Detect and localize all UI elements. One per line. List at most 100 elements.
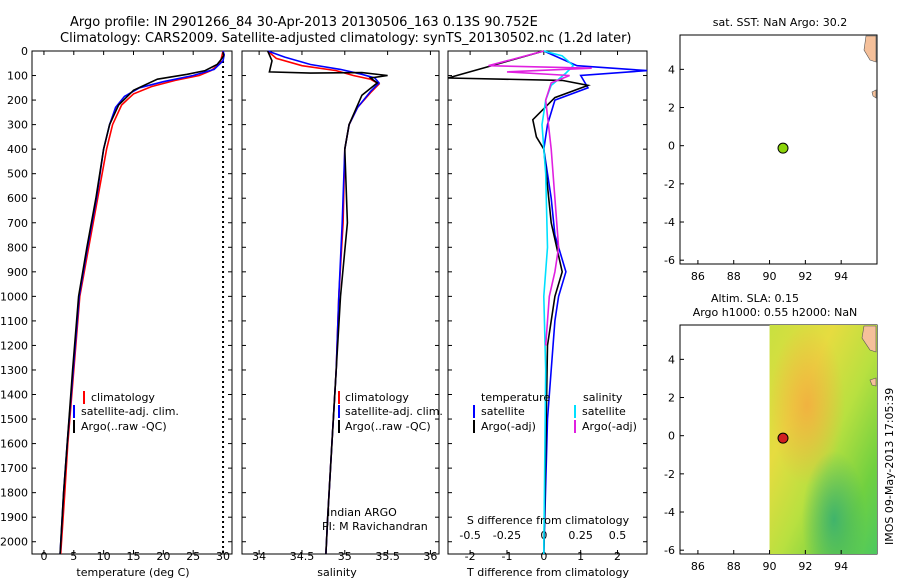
annotation-program: Indian ARGO — [327, 506, 397, 519]
legend-temperature-title: temperature — [481, 391, 550, 404]
depth-tick-label: 1600 — [0, 438, 28, 451]
sla-map-title1: Altim. SLA: 0.15 — [711, 292, 799, 305]
depth-tick-label: 100 — [7, 70, 28, 83]
header-line2: Climatology: CARS2009. Satellite-adjuste… — [60, 31, 632, 46]
sla-map-land-small — [869, 377, 877, 387]
map-lat-label: -6 — [664, 254, 675, 267]
series-line-argo-raw-qc — [59, 52, 225, 555]
temperature-tick-label: 10 — [97, 550, 111, 563]
sla-map-ticks: 86 88 90 92 94 -6 -4 -2 0 2 4 — [664, 353, 848, 573]
difference-tick-label: 2 — [614, 550, 621, 563]
map-lon-label: 86 — [691, 270, 705, 283]
map-lon-label: 88 — [727, 270, 741, 283]
map-lat-label: -4 — [664, 506, 675, 519]
depth-tick-label: 1000 — [0, 290, 28, 303]
sla-map-land — [861, 325, 877, 353]
map-lat-label: -2 — [664, 178, 675, 191]
series-line-s-argo-adj — [488, 50, 592, 346]
temperature-tick-label: 30 — [216, 550, 230, 563]
map-lat-label: 4 — [668, 63, 675, 76]
map-lon-label: 94 — [834, 560, 848, 573]
sla-map-argo-point — [777, 432, 789, 444]
depth-tick-label: 300 — [7, 119, 28, 132]
sst-map-title: sat. SST: NaN Argo: 30.2 — [713, 16, 847, 29]
legend-satellite-label: satellite-adj. clim. — [81, 405, 179, 418]
temperature-panel-frame — [31, 50, 233, 555]
map-lat-label: -4 — [664, 216, 675, 229]
temperature-series — [59, 50, 226, 555]
sst-map-argo-point — [777, 142, 789, 154]
map-lat-label: -2 — [664, 468, 675, 481]
depth-tick-label: 900 — [7, 266, 28, 279]
depth-axis-ticks: 0 100 200 300 400 500 600 700 800 900 1000 1100 1200… — [0, 45, 232, 549]
series-line-climatology — [267, 50, 381, 555]
map-lon-label: 92 — [798, 560, 812, 573]
depth-tick-label: 1900 — [0, 511, 28, 524]
legend-salinity-title: salinity — [583, 391, 623, 404]
legend-climatology-label: climatology — [345, 391, 409, 404]
sst-map-land — [863, 35, 877, 63]
map-lon-label: 90 — [763, 270, 777, 283]
series-line-s-satellite — [541, 50, 575, 555]
series-line-climatology — [59, 50, 224, 555]
legend-argo-label: Argo(..raw -QC) — [345, 420, 431, 433]
legend-s-argo-label: Argo(-adj) — [582, 420, 637, 433]
difference-xlabel: T difference from climatology — [466, 566, 629, 579]
salinity-depth-ticks — [242, 50, 439, 543]
depth-tick-label: 1200 — [0, 339, 28, 352]
difference-tick-label: 1 — [577, 550, 584, 563]
depth-tick-label: 1400 — [0, 389, 28, 402]
temperature-legend: climatology satellite-adj. clim. Argo(..… — [73, 391, 179, 433]
map-lat-label: 0 — [668, 140, 675, 153]
series-line-satellite-adj-clim — [59, 50, 226, 555]
map-lat-label: 2 — [668, 102, 675, 115]
footer-stamp: IMOS 09-May-2013 17:05:39 — [883, 388, 896, 545]
temperature-tick-label: 20 — [156, 550, 170, 563]
difference-depth-ticks — [448, 50, 647, 543]
salinity-difference-tick-label: -0.25 — [493, 529, 521, 542]
difference-series — [447, 50, 648, 555]
header-line1: Argo profile: IN 2901266_84 30-Apr-2013 … — [70, 15, 538, 30]
legend-argo-label: Argo(..raw -QC) — [81, 420, 167, 433]
temperature-tick-label: 0 — [40, 550, 47, 563]
salinity-axis-ticks: 34 34.5 35 35.5 36 — [252, 51, 437, 563]
depth-tick-label: 700 — [7, 217, 28, 230]
map-lon-label: 90 — [763, 560, 777, 573]
salinity-tick-label: 36 — [423, 550, 437, 563]
depth-tick-label: 2000 — [0, 536, 28, 549]
map-lon-label: 86 — [691, 560, 705, 573]
difference-tick-label: -2 — [465, 550, 476, 563]
salinity-tick-label: 34.5 — [290, 550, 315, 563]
depth-tick-label: 1300 — [0, 364, 28, 377]
difference-panel-frame — [447, 50, 648, 555]
legend-satellite-label: satellite-adj. clim. — [345, 405, 443, 418]
depth-tick-label: 0 — [21, 45, 28, 58]
series-line-t-satellite — [542, 50, 648, 555]
difference-tick-label: 0 — [540, 550, 547, 563]
difference-axis-ticks: -2 -1 0 1 2-0.5 -0.25 0 0.25 0.5 — [459, 51, 626, 563]
temperature-tick-label: 5 — [70, 550, 77, 563]
legend-climatology-label: climatology — [91, 391, 155, 404]
legend-t-argo-label: Argo(-adj) — [481, 420, 536, 433]
map-lon-label: 94 — [834, 270, 848, 283]
difference-legend: temperature salinity satellite Argo(-adj… — [473, 391, 637, 433]
salinity-series — [266, 50, 388, 555]
salinity-legend: climatology satellite-adj. clim. Argo(..… — [338, 391, 443, 433]
series-line-t-argo-adj — [447, 50, 591, 555]
depth-tick-label: 200 — [7, 94, 28, 107]
temperature-tick-label: 25 — [186, 550, 200, 563]
map-lat-label: 0 — [668, 430, 675, 443]
sla-map-title2: Argo h1000: 0.55 h2000: NaN — [693, 306, 858, 319]
legend-t-satellite-label: satellite — [481, 405, 525, 418]
salinity-difference-tick-label: -0.5 — [459, 529, 480, 542]
map-lat-label: 2 — [668, 392, 675, 405]
depth-tick-label: 1700 — [0, 462, 28, 475]
series-line-argo-raw-qc — [266, 50, 388, 555]
depth-tick-label: 500 — [7, 168, 28, 181]
map-lat-label: -6 — [664, 544, 675, 557]
temperature-tick-label: 15 — [126, 550, 140, 563]
sst-map-land-small — [871, 89, 877, 99]
difference-tick-label: -1 — [501, 550, 512, 563]
annotation-pi: PI: M Ravichandran — [322, 520, 428, 533]
